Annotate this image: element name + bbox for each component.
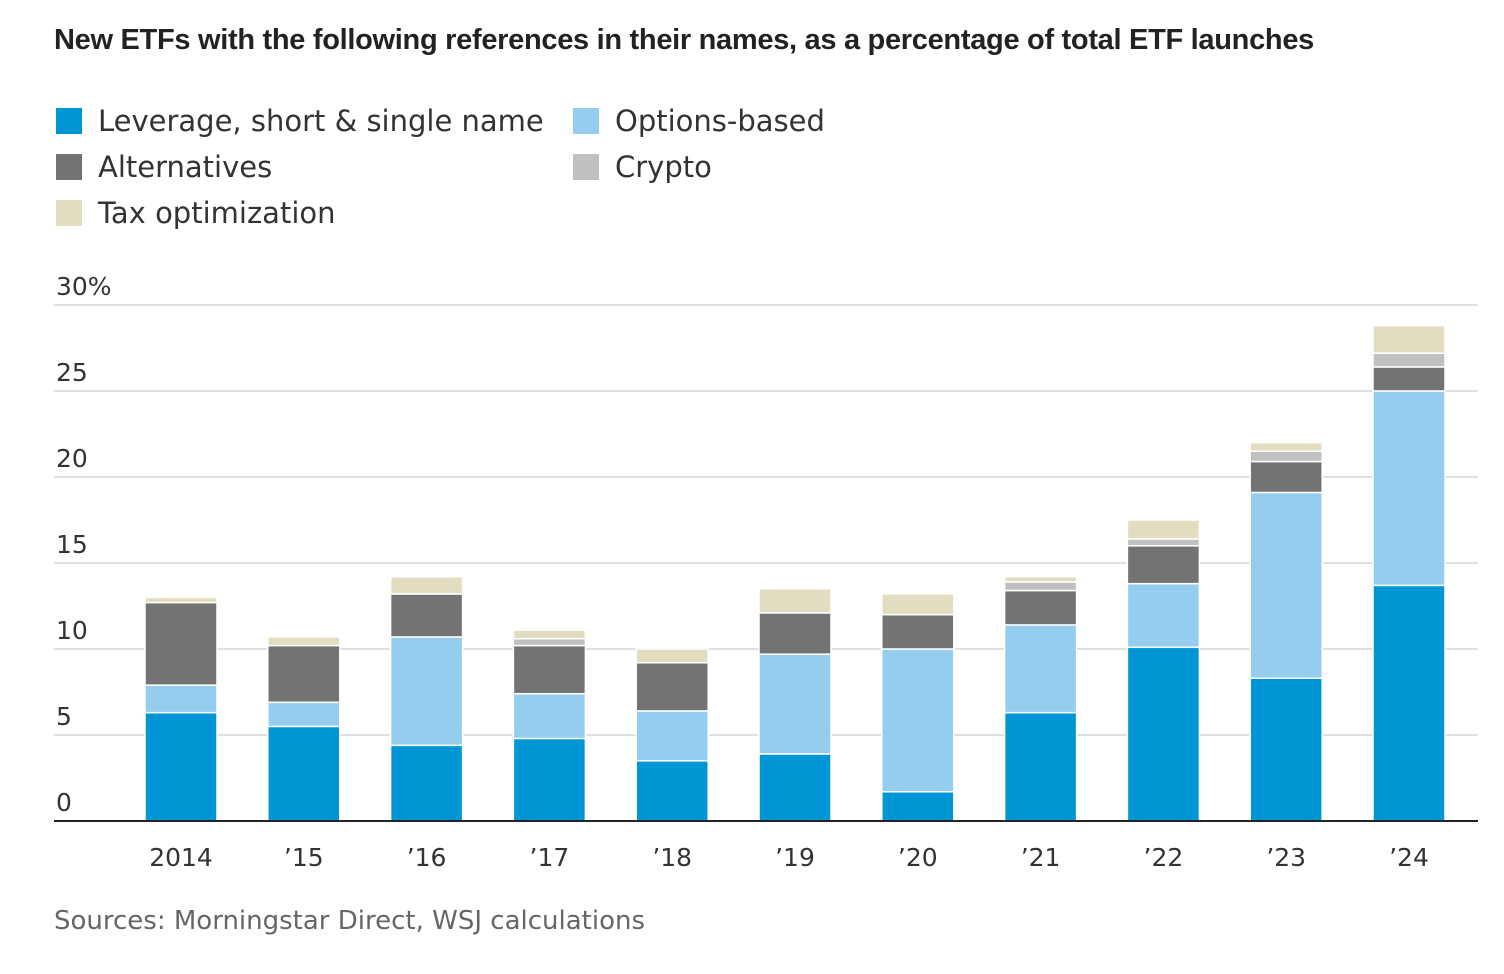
legend-item-alternatives: Alternatives — [56, 144, 573, 190]
legend-item-crypto: Crypto — [573, 144, 973, 190]
stacked-bar-chart: 0 5 10 15 20 25 30% 2014 ’15 ’16 ’17 ’18 ’19 ’20 ’21 ’… — [54, 272, 1478, 872]
x-tick-label: ’21 — [1021, 843, 1061, 872]
bar-segment — [635, 662, 709, 712]
bar-segment — [1126, 545, 1201, 585]
bar-segment — [267, 644, 341, 704]
bar-segment — [1249, 441, 1323, 452]
x-tick-label: ’24 — [1389, 843, 1429, 872]
chart-title: New ETFs with the following references i… — [54, 24, 1314, 56]
legend-swatch-options — [573, 108, 599, 134]
x-tick-label: ’15 — [284, 843, 324, 872]
sources-note: Sources: Morningstar Direct, WSJ calcula… — [54, 906, 646, 936]
legend-swatch-leverage — [56, 108, 82, 134]
x-tick-label: ’16 — [407, 843, 447, 872]
y-tick-label: 0 — [56, 788, 72, 817]
y-tick-label: 25 — [56, 358, 88, 387]
bar-segment — [1126, 519, 1201, 540]
bar-segment — [1249, 677, 1323, 822]
bar-segment — [144, 684, 218, 714]
bar-segment — [1249, 460, 1323, 494]
bar-segment — [1249, 450, 1323, 463]
legend-label-crypto: Crypto — [615, 150, 712, 184]
bars — [144, 324, 1446, 822]
bar-segment — [144, 601, 218, 686]
bar-segment — [1126, 538, 1201, 547]
bar-segment — [1003, 711, 1078, 822]
bar-segment — [881, 613, 955, 650]
legend-swatch-tax — [56, 200, 82, 226]
x-tick-label: ’18 — [652, 843, 692, 872]
bar-segment — [758, 753, 832, 822]
bar-segment — [1372, 366, 1446, 392]
bar-segment — [635, 710, 709, 762]
legend-label-leverage: Leverage, short & single name — [98, 104, 544, 138]
y-tick-label: 15 — [56, 530, 88, 559]
bar-segment — [881, 791, 955, 822]
bar-segment — [389, 744, 464, 822]
bar-segment — [1372, 390, 1446, 587]
legend-label-options: Options-based — [615, 104, 825, 138]
bar-segment — [389, 636, 464, 747]
y-tick-label: 10 — [56, 616, 88, 645]
bar-segment — [1372, 584, 1446, 822]
bar-segment — [389, 593, 464, 638]
bar-segment — [758, 588, 832, 614]
x-tick-label: 2014 — [149, 843, 213, 872]
bar-segment — [267, 701, 341, 728]
y-axis-ticks: 0 5 10 15 20 25 30% — [56, 272, 112, 817]
bar-segment — [758, 612, 832, 655]
bar-segment — [512, 737, 587, 822]
bar-segment — [881, 593, 955, 616]
legend: Leverage, short & single name Options-ba… — [56, 98, 956, 238]
bar-segment — [881, 648, 955, 793]
bar-segment — [512, 637, 587, 647]
x-axis-ticks: 2014 ’15 ’16 ’17 ’18 ’19 ’20 ’21 ’22 ’23 ’24 — [149, 843, 1429, 872]
bar-segment — [635, 648, 709, 664]
bar-segment — [1126, 582, 1201, 649]
bar-segment — [389, 576, 464, 595]
bar-segment — [1372, 352, 1446, 368]
bar-segment — [635, 760, 709, 822]
bar-segment — [512, 644, 587, 695]
x-tick-label: ’19 — [775, 843, 815, 872]
x-tick-label: ’23 — [1266, 843, 1306, 872]
x-tick-label: ’17 — [530, 843, 570, 872]
bar-segment — [267, 725, 341, 822]
bar-segment — [1372, 324, 1446, 354]
legend-label-tax: Tax optimization — [98, 196, 336, 230]
bar-segment — [512, 692, 587, 740]
legend-item-tax: Tax optimization — [56, 190, 573, 236]
y-tick-label: 5 — [56, 702, 72, 731]
bar-segment — [1003, 589, 1078, 626]
y-tick-label: 20 — [56, 444, 88, 473]
bar-segment — [1003, 624, 1078, 714]
legend-swatch-alternatives — [56, 154, 82, 180]
bar-segment — [144, 596, 218, 604]
x-tick-label: ’22 — [1144, 843, 1184, 872]
bar-segment — [1003, 576, 1078, 583]
bar-segment — [144, 711, 218, 822]
bar-segment — [1003, 581, 1078, 592]
bar-segment — [1126, 646, 1201, 822]
bar-segment — [267, 636, 341, 647]
y-tick-label: 30% — [56, 272, 112, 301]
legend-item-options: Options-based — [573, 98, 973, 144]
bar-segment — [758, 653, 832, 755]
bar-segment — [512, 629, 587, 640]
legend-label-alternatives: Alternatives — [98, 150, 273, 184]
x-tick-label: ’20 — [898, 843, 938, 872]
legend-swatch-crypto — [573, 154, 599, 180]
bar-segment — [1249, 491, 1323, 679]
legend-item-leverage: Leverage, short & single name — [56, 98, 573, 144]
